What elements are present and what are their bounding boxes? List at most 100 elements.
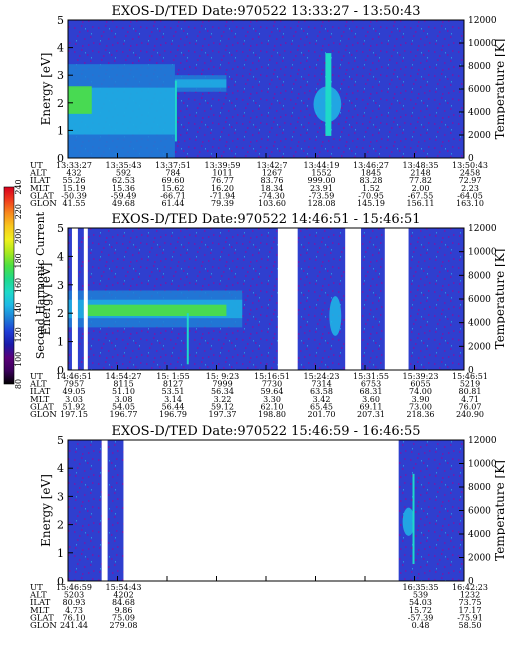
y-tick-label: 3 [57, 490, 64, 503]
row-label-alt: ALT [29, 169, 47, 179]
flux-blob [402, 507, 415, 536]
row-value: 1011 [212, 169, 232, 178]
y2-tick-label: 10000 [468, 460, 497, 470]
data-gap [384, 228, 409, 370]
row-label-mlt: MLT [30, 606, 50, 616]
row-value: 69.60 [162, 176, 185, 185]
row-value: 76.77 [211, 176, 234, 185]
row-value: 8127 [163, 380, 183, 389]
row-value: 61.44 [162, 199, 185, 208]
y2-tick-label: 6000 [468, 85, 491, 95]
row-value: 17.17 [459, 606, 482, 615]
row-value: -71.94 [210, 191, 236, 200]
row-value: 1552 [311, 169, 331, 178]
row-label-glon: GLON [30, 621, 57, 631]
row-value: 68.31 [360, 387, 383, 396]
row-value: 7957 [64, 380, 84, 389]
row-value: 15.62 [162, 184, 185, 193]
row-value: 15: 9:23 [206, 372, 239, 381]
row-label-alt: ALT [29, 591, 47, 601]
row-value: 3.08 [115, 395, 133, 404]
row-value: 76.07 [459, 402, 482, 411]
row-value: 13:44:19 [304, 161, 340, 170]
colorbar-tick-label: 120 [14, 327, 23, 342]
row-value: 55.26 [63, 176, 86, 185]
y-tick-label: 1 [57, 547, 64, 560]
y2-tick-label: 8000 [468, 271, 491, 281]
data-gap [345, 228, 362, 370]
row-value: 63.58 [310, 387, 333, 396]
row-value: 8115 [113, 380, 133, 389]
row-value: 3.30 [263, 395, 281, 404]
row-value: 80.81 [459, 387, 482, 396]
flux-spike [186, 313, 189, 365]
row-value: 13:46:27 [353, 161, 389, 170]
row-value: 15:31:55 [353, 372, 389, 381]
row-value: 15:46:59 [56, 583, 92, 592]
y2-tick-label: 4000 [468, 530, 491, 540]
row-value: 59.12 [211, 402, 234, 411]
y2-tick-label: 8000 [468, 62, 491, 72]
row-value: -67.55 [408, 191, 434, 200]
row-value: 592 [116, 169, 131, 178]
row-value: 2.00 [412, 184, 430, 193]
row-value: 74.00 [409, 387, 432, 396]
row-value: 4.71 [461, 395, 479, 404]
row-label-ilat: ILAT [30, 176, 51, 186]
panel-3: EXOS-D/TED Date:970522 15:46:59 - 16:46:… [29, 424, 505, 631]
y2-tick-label: 2000 [468, 131, 491, 141]
y2-axis-label: Temperature [K] [493, 460, 505, 561]
colorbar-tick-label: 140 [14, 302, 23, 317]
row-value: 279.08 [110, 621, 138, 630]
row-value: 201.70 [308, 410, 336, 419]
row-value: 23.91 [310, 184, 333, 193]
row-label-ut: UT [30, 583, 43, 593]
row-value: 77.82 [409, 176, 432, 185]
y-tick-label: 1 [57, 124, 64, 137]
row-value: 539 [413, 591, 428, 600]
row-value: -59.49 [111, 191, 137, 200]
row-value: 1267 [262, 169, 282, 178]
row-value: 218.36 [407, 410, 435, 419]
row-value: 3.14 [164, 395, 182, 404]
row-value: 83.76 [261, 176, 284, 185]
row-value: 2148 [410, 169, 430, 178]
y-tick-label: 0 [57, 152, 64, 165]
row-label-ilat: ILAT [30, 598, 51, 608]
row-value: 1845 [361, 169, 381, 178]
row-value: 49.68 [112, 199, 135, 208]
y-tick-label: 5 [57, 14, 64, 27]
row-value: 51.92 [63, 402, 86, 411]
row-value: 73.75 [459, 598, 482, 607]
row-value: 84.68 [112, 598, 135, 607]
row-value: 80.93 [63, 598, 86, 607]
flux-spike [412, 473, 415, 565]
y2-tick-label: 8000 [468, 483, 491, 493]
row-value: 13:48:35 [403, 161, 439, 170]
row-value: -57.39 [408, 613, 434, 622]
y-tick-label: 2 [57, 519, 64, 532]
row-value: 13:50:43 [452, 161, 488, 170]
row-label-ut: UT [30, 372, 43, 382]
row-value: 999.00 [308, 176, 336, 185]
y-tick-label: 2 [57, 307, 64, 320]
row-value: 6055 [410, 380, 430, 389]
colorbar-label: Second Harmonic Current [34, 211, 47, 359]
row-value: 15:16:51 [254, 372, 290, 381]
row-value: 14:46:51 [56, 372, 92, 381]
row-value: -66.71 [160, 191, 186, 200]
flux-core [83, 304, 227, 317]
row-value: 73.00 [409, 402, 432, 411]
y2-tick-label: 2000 [468, 342, 491, 352]
row-label-glat: GLAT [30, 402, 54, 412]
row-value: 5203 [64, 591, 84, 600]
row-value: 56.44 [162, 402, 185, 411]
y2-tick-label: 0 [468, 154, 474, 164]
row-label-mlt: MLT [30, 184, 50, 194]
data-gap [71, 228, 78, 370]
y2-tick-label: 4000 [468, 108, 491, 118]
row-value: 2.23 [461, 184, 479, 193]
y2-tick-label: 12000 [468, 16, 497, 26]
row-value: 3.03 [65, 395, 83, 404]
row-value: 156.11 [407, 199, 435, 208]
